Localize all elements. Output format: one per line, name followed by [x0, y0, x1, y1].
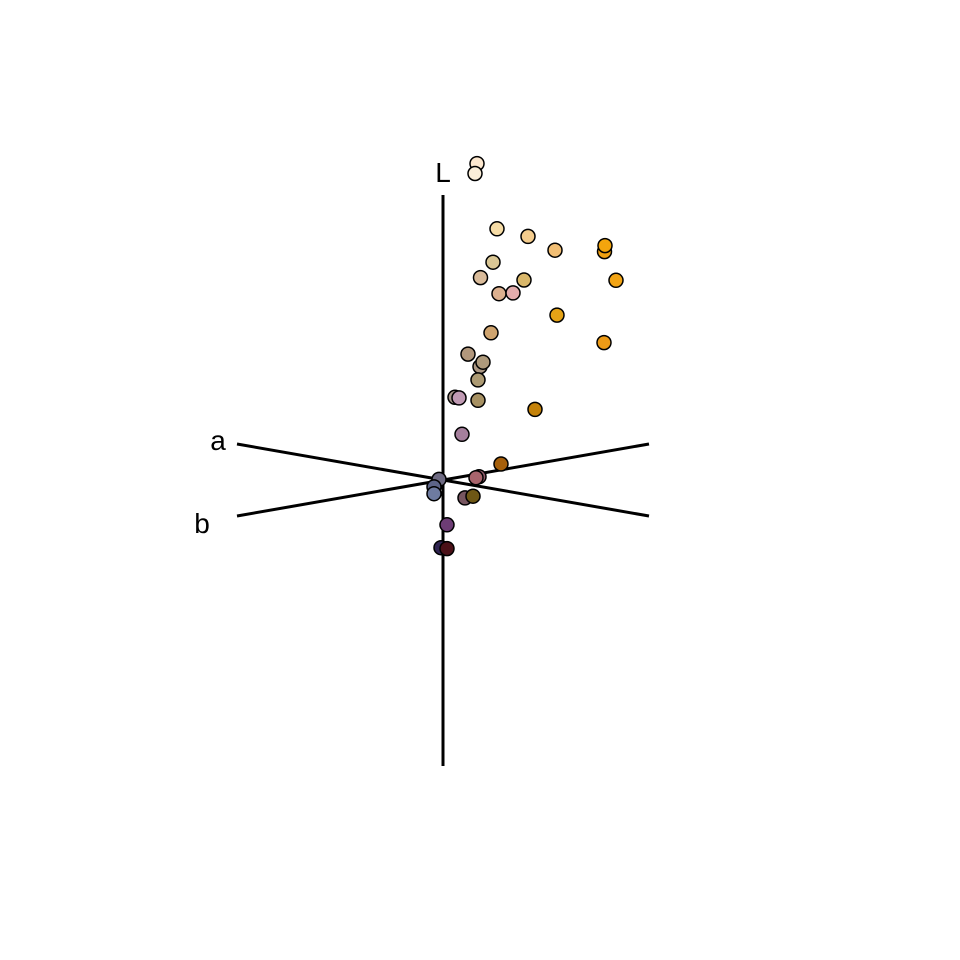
data-point [426, 485, 442, 502]
data-point [470, 372, 486, 388]
data-point [460, 346, 476, 362]
data-point [505, 285, 521, 301]
axes-group: L a b [194, 157, 650, 766]
data-point [493, 456, 509, 472]
data-point [470, 392, 486, 409]
data-point [472, 269, 489, 286]
l-axis-label: L [435, 157, 451, 188]
data-point [549, 307, 565, 323]
data-point [596, 334, 612, 351]
data-point [489, 221, 505, 237]
data-point [465, 488, 481, 504]
data-point [597, 237, 613, 254]
data-point [547, 242, 563, 258]
data-point [516, 272, 532, 288]
data-point [520, 228, 536, 245]
points-group [426, 155, 624, 557]
data-point [475, 354, 491, 370]
data-point [527, 401, 543, 418]
data-point [439, 540, 455, 557]
data-point [439, 517, 455, 533]
data-point [467, 165, 483, 182]
data-point [491, 285, 507, 302]
data-point [485, 254, 501, 270]
data-point [451, 390, 467, 406]
data-point [608, 272, 624, 289]
b-axis-label: b [194, 508, 210, 539]
data-point [454, 426, 470, 443]
a-axis-label: a [210, 425, 226, 456]
data-point [483, 325, 499, 341]
data-point [468, 469, 484, 486]
